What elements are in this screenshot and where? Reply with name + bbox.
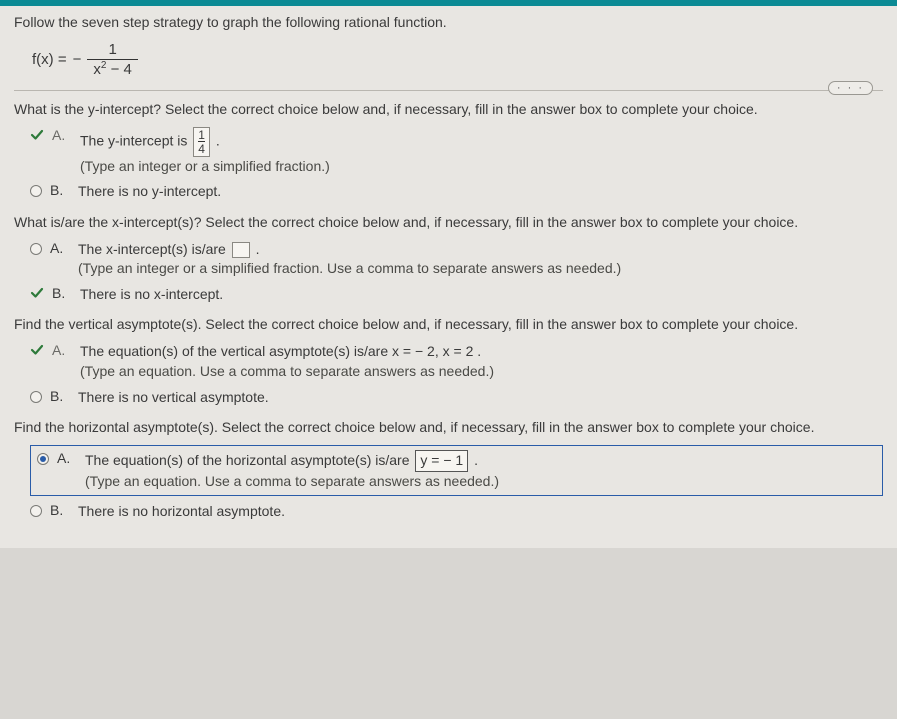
q1-text: What is the y-intercept? Select the corr… [14,101,883,117]
q3-a-body: The equation(s) of the vertical asymptot… [80,342,494,381]
q3-choice-b[interactable]: B. There is no vertical asymptote. [30,388,883,408]
q4-choice-a-selected: A. The equation(s) of the horizontal asy… [30,445,883,496]
checkmark-icon [30,128,44,142]
function-formula: f(x) = − 1 x2 − 4 [14,36,883,88]
q1-b-text: There is no y-intercept. [78,182,221,202]
q2-b-letter: B. [52,285,68,301]
q3-a-letter: A. [52,342,68,358]
fraction: 1 x2 − 4 [87,42,138,78]
numerator: 1 [102,42,122,59]
q3-choice-a[interactable]: A. The equation(s) of the vertical asymp… [30,342,883,381]
negative-sign: − [73,51,82,68]
q2-a-letter: A. [50,240,66,256]
x-intercept-input[interactable] [232,242,250,258]
radio-icon[interactable] [30,243,42,255]
q2-choices: A. The x-intercept(s) is/are . (Type an … [30,240,883,305]
q3-b-letter: B. [50,388,66,404]
main-prompt: Follow the seven step strategy to graph … [14,14,883,30]
q4-choices: A. The equation(s) of the horizontal asy… [30,445,883,522]
q1-b-letter: B. [50,182,66,198]
checkmark-icon [30,286,44,300]
vertical-asymptote-value: x = − 2, x = 2 [392,343,473,359]
q1-choice-b[interactable]: B. There is no y-intercept. [30,182,883,202]
q2-a-hint: (Type an integer or a simplified fractio… [78,259,621,279]
q2-a-body: The x-intercept(s) is/are . (Type an int… [78,240,621,279]
q4-b-text: There is no horizontal asymptote. [78,502,285,522]
q4-a-letter: A. [57,450,73,466]
q4-text: Find the horizontal asymptote(s). Select… [14,419,883,435]
q3-text: Find the vertical asymptote(s). Select t… [14,316,883,332]
q1-a-body: The y-intercept is 1 4 . (Type an intege… [80,127,330,177]
q1-a-hint: (Type an integer or a simplified fractio… [80,157,330,177]
q3-choices: A. The equation(s) of the vertical asymp… [30,342,883,407]
q2-text: What is/are the x-intercept(s)? Select t… [14,214,883,230]
radio-icon[interactable] [30,391,42,403]
fx-label: f(x) = [32,51,67,68]
q3-a-hint: (Type an equation. Use a comma to separa… [80,362,494,382]
q2-choice-a[interactable]: A. The x-intercept(s) is/are . (Type an … [30,240,883,279]
radio-selected-icon[interactable] [37,453,49,465]
denominator: x2 − 4 [87,59,138,78]
y-intercept-value[interactable]: 1 4 [193,127,210,157]
radio-icon[interactable] [30,505,42,517]
q4-choice-a[interactable]: A. The equation(s) of the horizontal asy… [37,450,876,491]
q2-b-text: There is no x-intercept. [80,285,223,305]
q1-choices: A. The y-intercept is 1 4 . (Type an int… [30,127,883,202]
q1-a-letter: A. [52,127,68,143]
checkmark-icon [30,343,44,357]
q3-b-text: There is no vertical asymptote. [78,388,269,408]
horizontal-asymptote-input[interactable]: y = − 1 [415,450,468,472]
question-panel: Follow the seven step strategy to graph … [0,6,897,548]
q4-b-letter: B. [50,502,66,518]
q4-a-body: The equation(s) of the horizontal asympt… [85,450,499,491]
q2-choice-b[interactable]: B. There is no x-intercept. [30,285,883,305]
radio-icon[interactable] [30,185,42,197]
section-divider: · · · [14,90,883,91]
q4-a-hint: (Type an equation. Use a comma to separa… [85,472,499,492]
more-pill[interactable]: · · · [828,81,873,95]
q4-choice-b[interactable]: B. There is no horizontal asymptote. [30,502,883,522]
q1-choice-a[interactable]: A. The y-intercept is 1 4 . (Type an int… [30,127,883,177]
